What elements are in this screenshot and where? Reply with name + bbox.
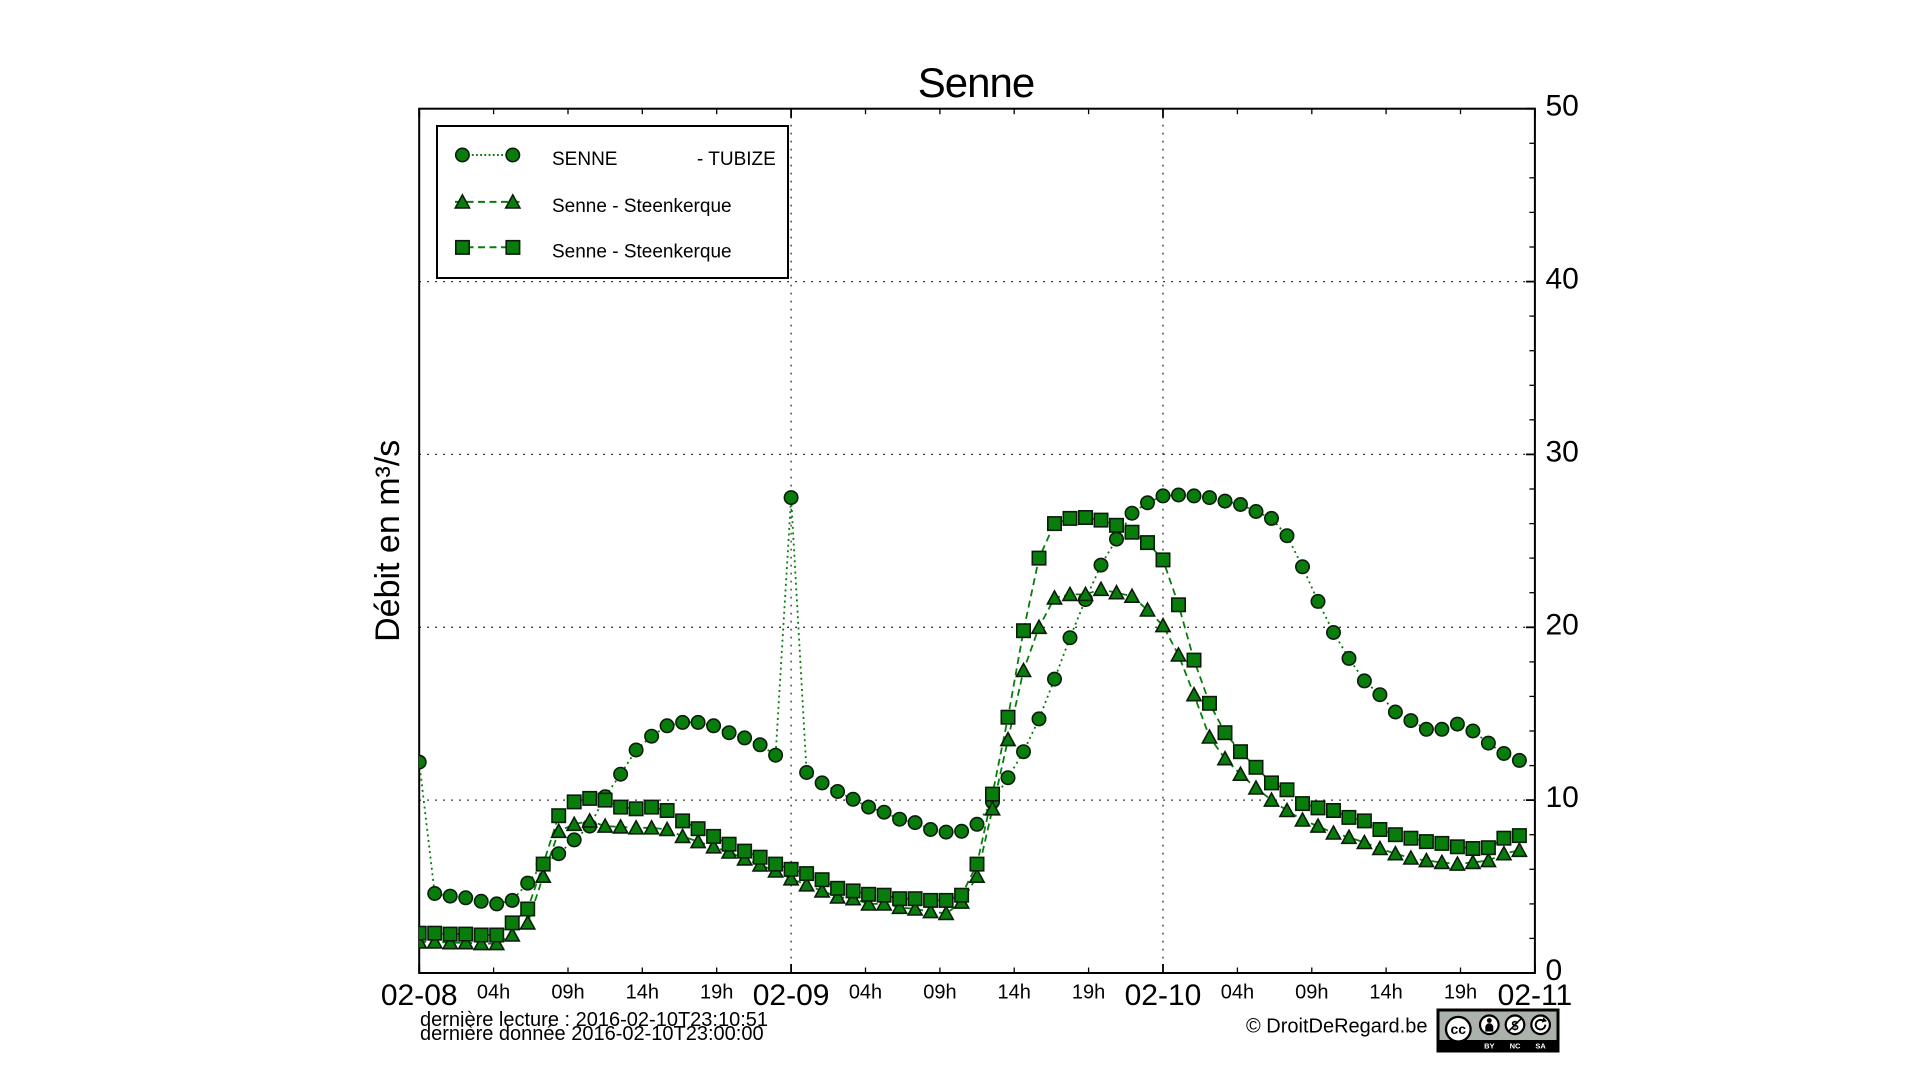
svg-text:02-08: 02-08 [381, 979, 458, 1012]
svg-text:Senne: Senne [918, 59, 1034, 106]
svg-text:30: 30 [1546, 435, 1579, 468]
svg-text:02-10: 02-10 [1125, 979, 1202, 1012]
svg-text:© DroitDeRegard.be: © DroitDeRegard.be [1246, 1016, 1427, 1038]
svg-text:50: 50 [1546, 90, 1579, 123]
svg-text:19h: 19h [700, 982, 733, 1004]
svg-text:- TUBIZE: - TUBIZE [697, 149, 776, 170]
svg-text:09h: 09h [551, 982, 584, 1004]
svg-text:Débit en m³/s: Débit en m³/s [369, 440, 407, 642]
svg-text:BY: BY [1484, 1042, 1494, 1051]
svg-text:09h: 09h [923, 982, 956, 1004]
svg-text:Senne - Steenkerque: Senne - Steenkerque [552, 241, 732, 262]
svg-text:10: 10 [1546, 781, 1579, 814]
svg-text:20: 20 [1546, 608, 1579, 641]
svg-text:dernière lecture : 2016-02-10T: dernière lecture : 2016-02-10T23:10:51 [420, 1009, 768, 1031]
svg-text:02-11: 02-11 [1498, 979, 1573, 1012]
svg-text:02-09: 02-09 [753, 979, 830, 1012]
svg-text:09h: 09h [1295, 982, 1328, 1004]
svg-text:04h: 04h [1221, 982, 1254, 1004]
svg-text:0: 0 [1546, 954, 1563, 987]
svg-text:14h: 14h [998, 982, 1031, 1004]
svg-text:19h: 19h [1072, 982, 1105, 1004]
svg-text:04h: 04h [849, 982, 882, 1004]
svg-text:14h: 14h [1369, 982, 1402, 1004]
svg-text:19h: 19h [1444, 982, 1477, 1004]
svg-text:SA: SA [1535, 1042, 1546, 1051]
svg-text:NC: NC [1510, 1042, 1521, 1051]
svg-text:40: 40 [1546, 263, 1579, 296]
svg-text:14h: 14h [626, 982, 659, 1004]
svg-text:Senne - Steenkerque: Senne - Steenkerque [552, 196, 732, 217]
svg-text:SENNE: SENNE [552, 149, 617, 170]
svg-text:04h: 04h [477, 982, 510, 1004]
svg-text:dernière donnée 2016-02-10T23: dernière donnée 2016-02-10T23:00:00 [420, 1023, 764, 1045]
svg-text:cc: cc [1451, 1021, 1467, 1037]
